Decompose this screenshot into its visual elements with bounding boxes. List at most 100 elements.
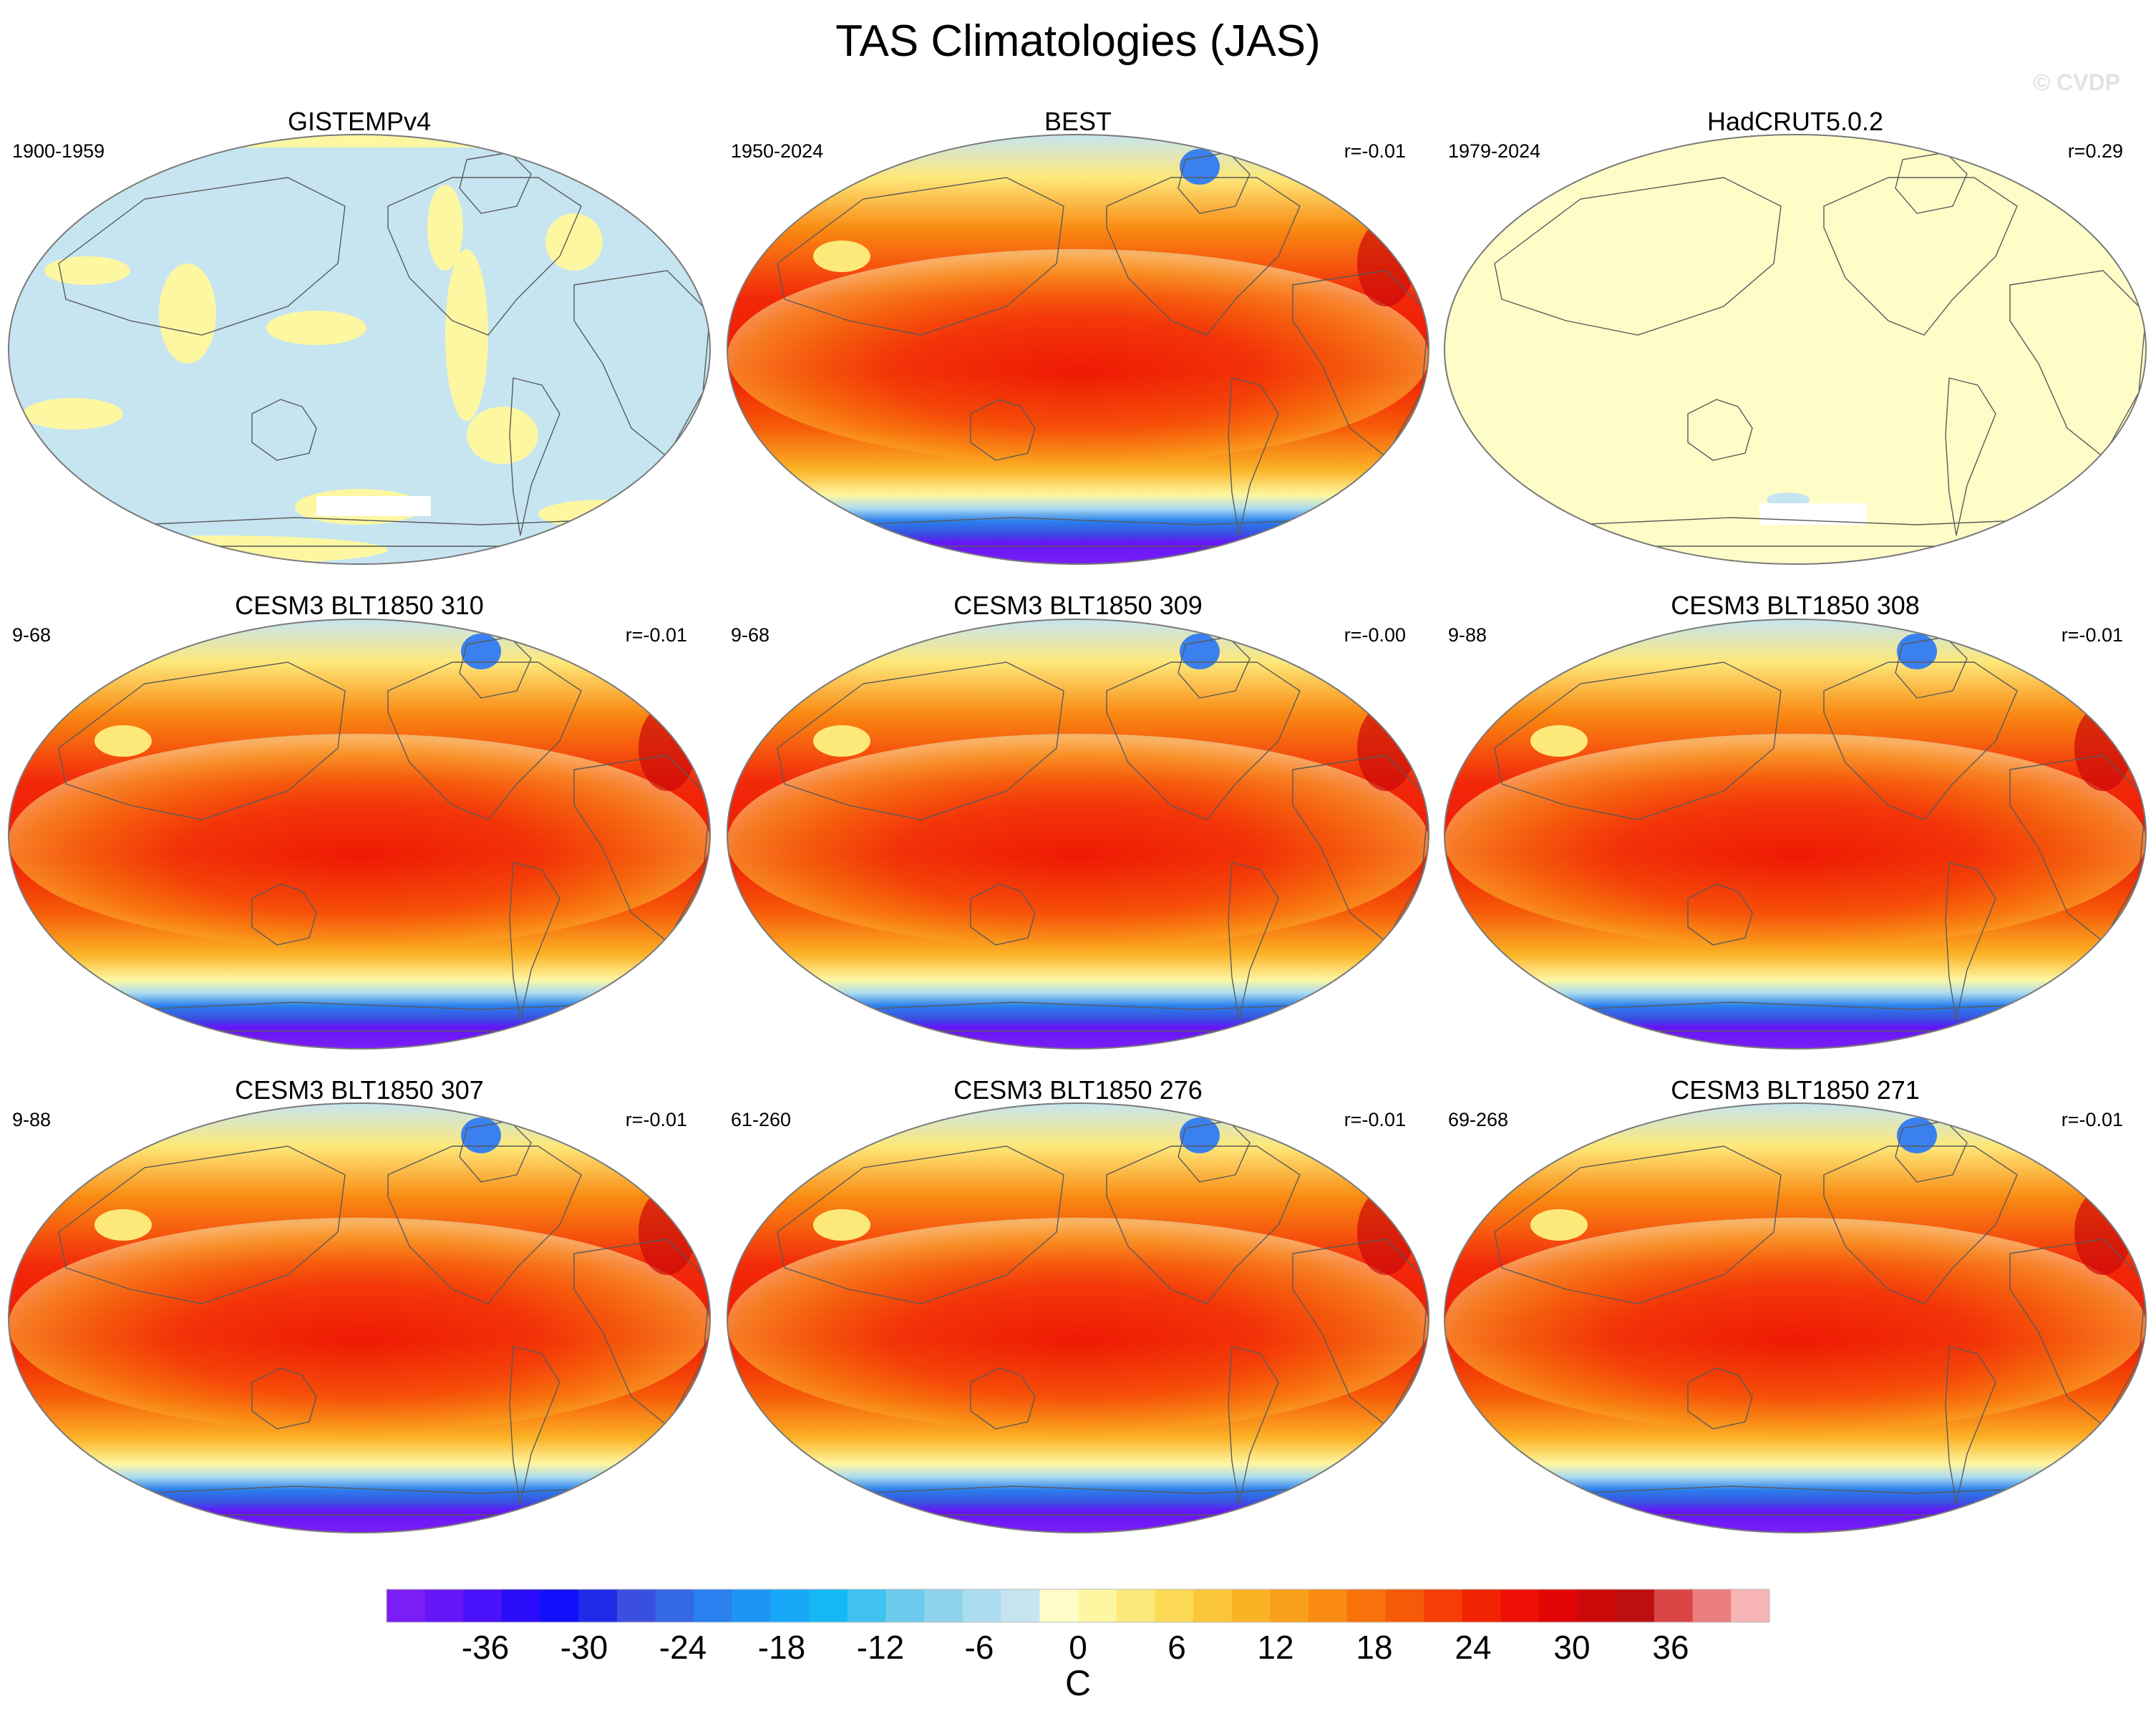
- tibet-cold-patch: [94, 725, 152, 757]
- colorbar-tick-label: 12: [1257, 1629, 1293, 1666]
- colorbar-boxes: [386, 1589, 1770, 1623]
- anomaly-patch: [159, 263, 216, 364]
- colorbar-box: [617, 1589, 656, 1622]
- colorbar-box: [1424, 1589, 1463, 1622]
- colorbar-box: [424, 1589, 464, 1622]
- panel-correlation-label: r=-0.01: [2062, 1109, 2123, 1130]
- colorbar-box: [1001, 1589, 1040, 1622]
- coastline-australia: [251, 1367, 317, 1430]
- colorbar-box: [1193, 1589, 1233, 1622]
- coastline-asia: [1494, 177, 1782, 336]
- panel-correlation-label: r=-0.01: [2062, 624, 2123, 646]
- panel-correlation-label: r=-0.01: [1344, 140, 1406, 162]
- colorbar-box: [1039, 1589, 1079, 1622]
- panel-title: CESM3 BLT1850 308: [1671, 591, 1920, 620]
- colorbar-tick-label: -24: [659, 1629, 706, 1666]
- colorbar-box: [1078, 1589, 1117, 1622]
- coastline-namerica: [387, 1145, 582, 1304]
- coastline-australia: [251, 399, 317, 461]
- map-panel: CESM3 BLT1850 307 9-88 r=-0.01: [8, 1075, 711, 1533]
- colorbar-box: [963, 1589, 1002, 1622]
- map-field: [1444, 135, 2146, 564]
- colorbar-tick-label: 30: [1553, 1629, 1590, 1666]
- coastline-australia: [970, 399, 1036, 461]
- colorbar-tick-label: 18: [1356, 1629, 1392, 1666]
- map-field: [1444, 1103, 2146, 1533]
- colorbar-tick-label: 6: [1167, 1629, 1186, 1666]
- sahara-hot-patch: [638, 705, 696, 791]
- tibet-cold-patch: [813, 725, 870, 757]
- coastline-namerica: [1823, 661, 2018, 820]
- colorbar-box: [1500, 1589, 1540, 1622]
- map-field: [9, 135, 710, 564]
- coastline-samerica: [509, 1346, 560, 1505]
- map-border: [8, 619, 711, 1050]
- panel-period-label: 9-68: [731, 624, 769, 646]
- coastline-samerica: [509, 862, 560, 1021]
- colorbar-box: [1577, 1589, 1616, 1622]
- panel-title: HadCRUT5.0.2: [1707, 107, 1883, 136]
- panel-correlation-label: r=-0.01: [626, 624, 687, 646]
- anomaly-patch: [467, 407, 538, 464]
- map-panel: CESM3 BLT1850 271 69-268 r=-0.01: [1444, 1075, 2147, 1533]
- tibet-cold-patch: [1530, 1209, 1588, 1241]
- map-field: [727, 619, 1429, 1049]
- anomaly-patch: [266, 311, 366, 345]
- panel-correlation-label: r=-0.00: [1344, 624, 1406, 646]
- greenland-cold-patch: [461, 1118, 501, 1153]
- tibet-cold-patch: [813, 241, 870, 272]
- coastline-samerica: [509, 377, 560, 536]
- colorbar-box: [1155, 1589, 1194, 1622]
- panel-period-label: 1979-2024: [1448, 140, 1540, 162]
- coastline-namerica: [1823, 1145, 2018, 1304]
- panel-period-label: 9-88: [12, 1109, 51, 1130]
- colorbar-box: [1462, 1589, 1501, 1622]
- panel-correlation-label: r=-0.01: [1344, 1109, 1406, 1130]
- coastline-asia: [1494, 1145, 1782, 1304]
- colorbar-tick-label: -6: [965, 1629, 994, 1666]
- coastline-australia: [970, 1367, 1036, 1430]
- panel-title: CESM3 BLT1850 271: [1671, 1075, 1920, 1105]
- map-panel: CESM3 BLT1850 310 9-68 r=-0.01: [8, 591, 711, 1050]
- colorbar-unit-label: C: [1065, 1663, 1091, 1703]
- sahara-hot-patch: [1357, 1189, 1414, 1275]
- map-panel: CESM3 BLT1850 276 61-260 r=-0.01: [727, 1075, 1429, 1533]
- colorbar-box: [463, 1589, 502, 1622]
- colorbar-box: [848, 1589, 887, 1622]
- map-field: [9, 1103, 710, 1533]
- colorbar-box: [655, 1589, 694, 1622]
- colorbar-box: [1385, 1589, 1424, 1622]
- colorbar-box: [1731, 1589, 1770, 1622]
- coastline-namerica: [387, 661, 582, 820]
- map-panel: CESM3 BLT1850 309 9-68 r=-0.00: [727, 591, 1429, 1050]
- tibet-cold-patch: [94, 1209, 152, 1241]
- map-field: [9, 619, 710, 1049]
- colorbar-box: [1654, 1589, 1694, 1622]
- coastline-samerica: [1228, 1346, 1279, 1505]
- map-border: [1444, 619, 2147, 1050]
- colorbar-tick-label: 0: [1069, 1629, 1087, 1666]
- sahara-hot-patch: [1357, 220, 1414, 306]
- colorbar-box: [387, 1589, 426, 1622]
- colorbar-box: [1692, 1589, 1732, 1622]
- colorbar-tick-label: -36: [462, 1629, 509, 1666]
- panel-title: CESM3 BLT1850 276: [953, 1075, 1203, 1105]
- map-border: [727, 134, 1429, 565]
- anomaly-patch: [23, 398, 123, 430]
- watermark-text: © CVDP: [2034, 69, 2120, 95]
- colorbar-box: [1116, 1589, 1155, 1622]
- colorbar-box: [540, 1589, 579, 1622]
- coastline-samerica: [1228, 862, 1279, 1021]
- coastline-namerica: [1106, 661, 1301, 820]
- coastline-asia: [777, 661, 1064, 820]
- panel-period-label: 69-268: [1448, 1109, 1508, 1130]
- panel-title: CESM3 BLT1850 309: [953, 591, 1203, 620]
- map-panel: HadCRUT5.0.2 1979-2024 r=0.29: [1444, 107, 2147, 565]
- coastline-samerica: [1228, 377, 1279, 536]
- tibet-cold-patch: [813, 1209, 870, 1241]
- colorbar: -36 -30 -24 -18 -12 -6 0 6 12 18 24 30 36 C: [386, 1589, 1770, 1703]
- coastline-asia: [777, 177, 1064, 336]
- sahara-hot-patch: [638, 1189, 696, 1275]
- tibet-cold-patch: [1530, 725, 1588, 757]
- sahara-hot-patch: [1357, 705, 1414, 791]
